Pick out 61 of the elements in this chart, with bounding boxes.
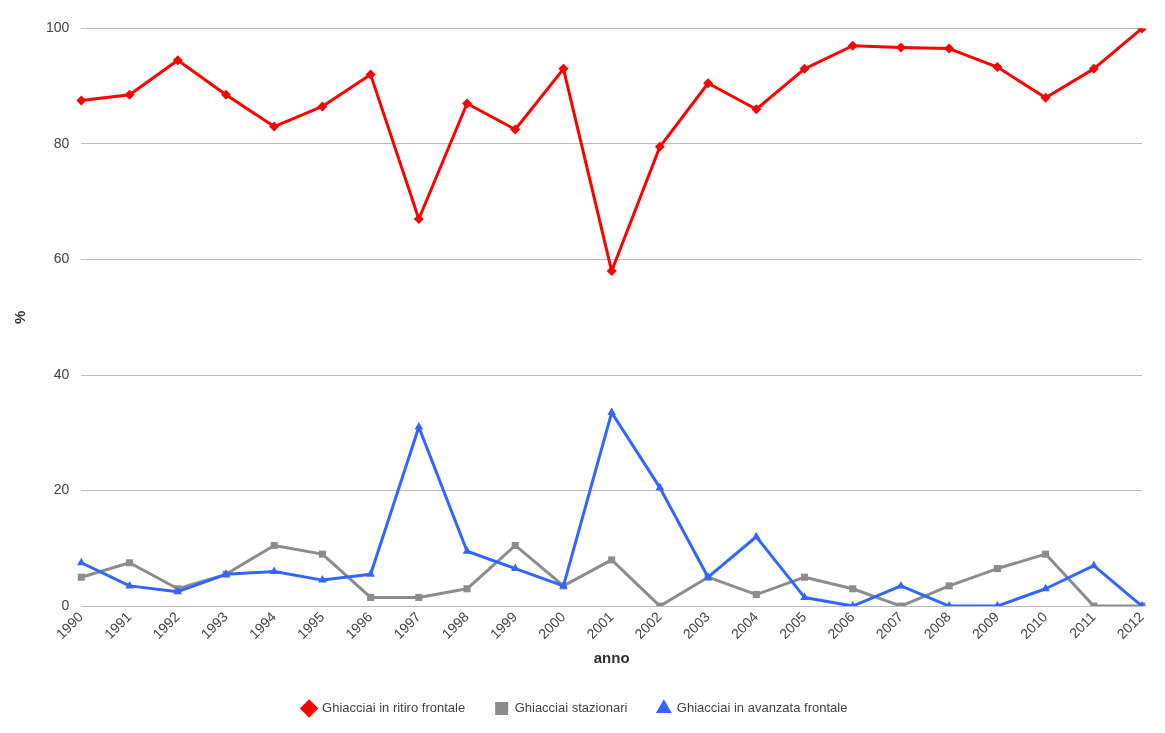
point bbox=[655, 482, 665, 491]
point bbox=[317, 101, 328, 112]
point bbox=[945, 582, 953, 590]
point bbox=[172, 55, 183, 66]
point bbox=[77, 573, 85, 581]
point bbox=[124, 89, 135, 100]
point bbox=[608, 556, 616, 564]
y-tick-label: 20 bbox=[53, 481, 70, 498]
point bbox=[365, 69, 376, 80]
point bbox=[799, 63, 810, 74]
point bbox=[367, 593, 375, 601]
point bbox=[220, 89, 231, 100]
point bbox=[270, 541, 278, 549]
y-tick-label: 60 bbox=[53, 250, 70, 267]
point bbox=[414, 422, 424, 430]
point bbox=[558, 63, 569, 74]
point bbox=[607, 407, 617, 416]
y-axis-title: % bbox=[11, 310, 29, 324]
point bbox=[1040, 92, 1051, 103]
point bbox=[895, 42, 906, 53]
point bbox=[462, 98, 473, 109]
point bbox=[1088, 63, 1099, 74]
point bbox=[993, 565, 1001, 573]
point bbox=[751, 531, 761, 540]
y-tick-label: 100 bbox=[46, 19, 70, 36]
point bbox=[126, 559, 134, 567]
y-tick-label: 80 bbox=[53, 134, 70, 151]
point bbox=[463, 585, 471, 593]
legend-label: Ghiacciai stazionari bbox=[514, 700, 628, 716]
point bbox=[800, 592, 809, 600]
point bbox=[944, 43, 955, 54]
legend-label: Ghiacciai in ritiro frontale bbox=[322, 700, 466, 716]
y-tick-label: 40 bbox=[53, 365, 70, 382]
point bbox=[1041, 583, 1050, 592]
point bbox=[1042, 550, 1050, 558]
point bbox=[511, 541, 519, 549]
point bbox=[849, 585, 857, 593]
point bbox=[847, 40, 858, 51]
point bbox=[269, 566, 279, 574]
y-tick-label: 0 bbox=[61, 596, 70, 613]
point bbox=[413, 214, 424, 225]
point bbox=[510, 124, 521, 135]
point bbox=[76, 95, 87, 106]
point bbox=[125, 580, 134, 589]
legend-label: Ghiacciai in avanzata frontale bbox=[676, 700, 848, 716]
x-axis-title: anno bbox=[593, 649, 630, 667]
point bbox=[366, 569, 375, 577]
point bbox=[654, 141, 665, 152]
point bbox=[752, 591, 760, 599]
point bbox=[77, 557, 86, 566]
point bbox=[318, 550, 326, 558]
point bbox=[269, 121, 280, 132]
point bbox=[510, 563, 520, 572]
point bbox=[415, 593, 423, 601]
point bbox=[318, 575, 327, 583]
point bbox=[896, 580, 906, 589]
point bbox=[1089, 560, 1099, 569]
point bbox=[800, 573, 809, 581]
point bbox=[703, 78, 714, 89]
point bbox=[751, 104, 762, 115]
point bbox=[992, 62, 1003, 73]
